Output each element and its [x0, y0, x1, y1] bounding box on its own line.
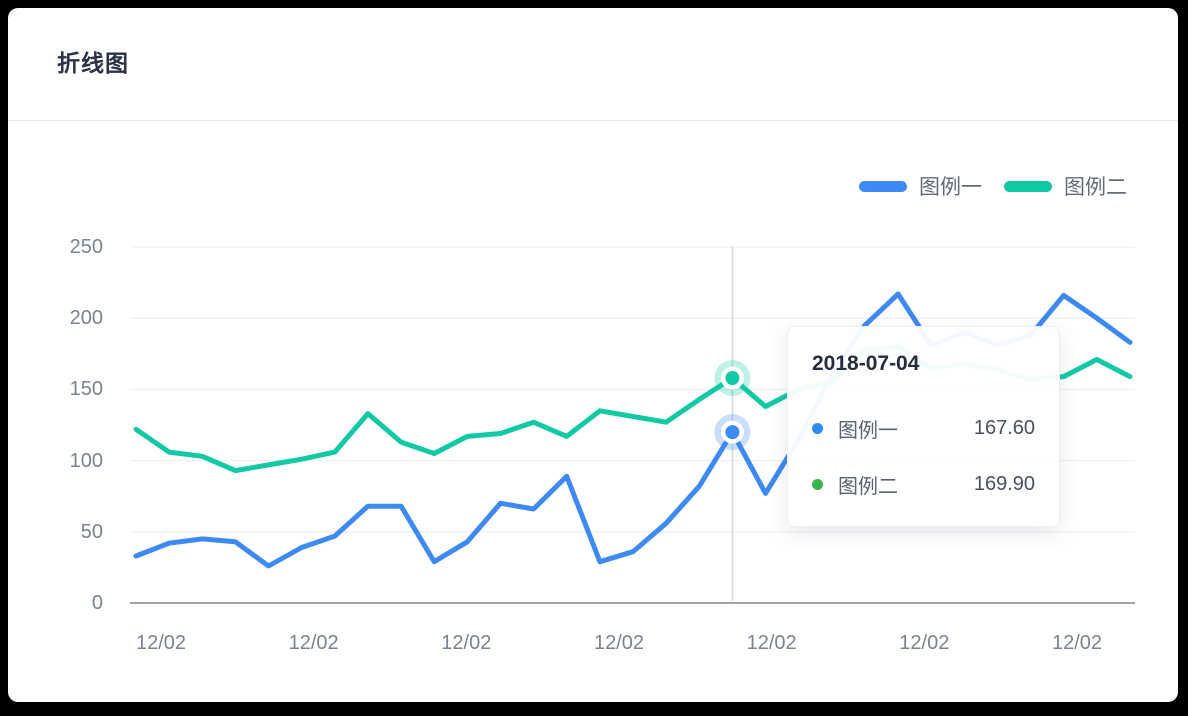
y-axis-tick-label: 0 [91, 592, 103, 614]
x-axis-tick-label: 12/02 [135, 632, 187, 654]
y-axis-tick-label: 150 [69, 378, 103, 401]
legend-item-series2[interactable]: 图例二 [1004, 171, 1127, 201]
tooltip-series2-label: 图例二 [838, 475, 898, 498]
tooltip-row-series2: 图例二 169.90 [812, 469, 1035, 499]
tooltip-series2-dot-icon [812, 478, 823, 490]
y-axis-tick-label: 200 [69, 307, 103, 330]
highlight-dot-series1[interactable] [725, 425, 740, 440]
tooltip-series2-value: 169.90 [973, 472, 1035, 495]
chart-legend: 图例一 图例二 [859, 171, 1127, 201]
legend-swatch-icon [859, 180, 907, 192]
title-divider [8, 120, 1178, 121]
tooltip-row-series1: 图例一 167.60 [812, 413, 1035, 443]
x-axis-tick-label: 12/02 [593, 632, 645, 654]
x-axis-tick-label: 12/02 [441, 632, 492, 654]
legend-label-series1: 图例一 [919, 176, 982, 199]
legend-swatch-icon [1004, 180, 1052, 192]
tooltip-series1-value: 167.60 [973, 416, 1035, 439]
x-axis-tick-label: 12/02 [746, 632, 797, 654]
x-axis-tick-label: 12/02 [1051, 632, 1103, 654]
x-axis-tick-label: 12/02 [288, 632, 339, 654]
highlight-dot-series2[interactable] [725, 371, 740, 386]
tooltip-series1-label: 图例一 [838, 419, 898, 442]
legend-label-series2: 图例二 [1064, 176, 1127, 199]
y-axis-tick-label: 100 [69, 449, 103, 472]
y-axis-tick-label: 50 [80, 520, 103, 543]
chart-tooltip: 2018-07-04 图例一 167.60 图例二 169.90 [787, 326, 1060, 527]
x-axis-tick-label: 12/02 [899, 632, 950, 654]
page-title: 折线图 [57, 50, 129, 76]
y-axis-tick-label: 250 [69, 236, 103, 258]
tooltip-date: 2018-07-04 [812, 352, 920, 375]
tooltip-series1-dot-icon [812, 422, 823, 434]
legend-item-series1[interactable]: 图例一 [859, 171, 982, 201]
